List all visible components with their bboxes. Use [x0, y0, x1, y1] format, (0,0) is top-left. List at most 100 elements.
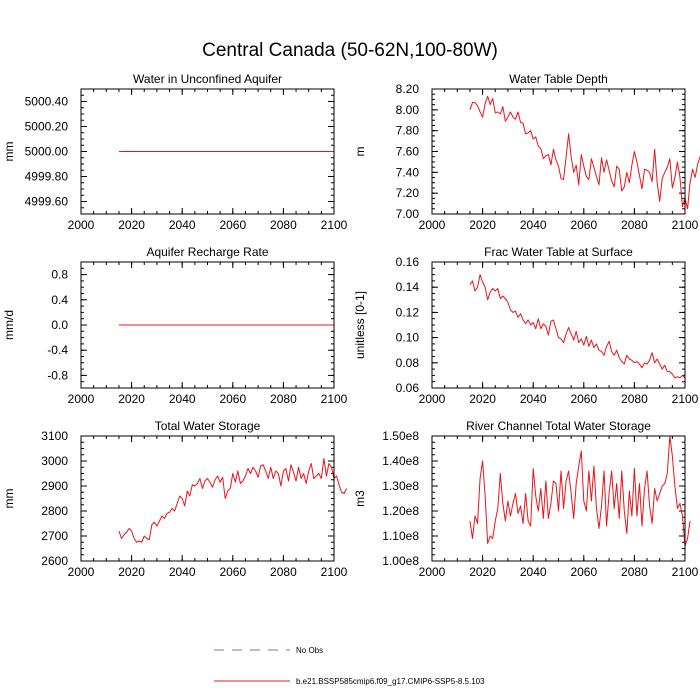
x-tick-label: 2040: [520, 565, 547, 579]
figure-title: Central Canada (50-62N,100-80W): [202, 40, 498, 61]
x-tick-label: 2060: [219, 565, 246, 579]
x-tick-label: 2020: [469, 565, 496, 579]
x-tick-label: 2040: [520, 218, 547, 232]
series-line: [469, 274, 686, 379]
x-tick-label: 2040: [520, 392, 547, 406]
x-tick-label: 2020: [118, 218, 145, 232]
y-tick-label: -0.4: [47, 343, 68, 357]
x-tick-label: 2080: [621, 218, 648, 232]
x-tick-label: 2020: [469, 392, 496, 406]
panel-3: Aquifer Recharge Rate mm/d 2000 2020 2040 206…: [2, 245, 348, 406]
x-tick-label: 2080: [270, 218, 297, 232]
y-axis-label: m: [353, 147, 367, 157]
y-tick-label: 0.16: [396, 255, 420, 269]
y-tick-label: 0.4: [51, 293, 68, 307]
panel-5: Total Water Storage mm 2000 2020 2040 2060 208…: [2, 419, 348, 579]
x-tick-label: 2000: [419, 392, 446, 406]
x-tick-label: 2100: [321, 565, 348, 579]
y-tick-label: 3000: [41, 454, 68, 468]
y-tick-label: 8.20: [396, 82, 420, 96]
x-tick-label: 2060: [219, 392, 246, 406]
plot-frame: [431, 435, 686, 562]
plot-frame: [431, 88, 686, 215]
plot-frame: [80, 261, 335, 389]
panel-title: Water Table Depth: [509, 72, 608, 86]
y-tick-label: 7.60: [396, 145, 420, 159]
panel-2: Water Table Depth m 2000 2020 2040 2060 2080 21…: [353, 72, 700, 232]
panel-6: River Channel Total Water Storage m3 2000 2…: [353, 419, 699, 579]
x-tick-label: 2040: [169, 565, 196, 579]
y-tick-label: 8.00: [396, 103, 420, 117]
y-axis-label: unitless [0-1]: [353, 291, 367, 359]
y-tick-label: 0.8: [51, 268, 68, 282]
panel-title: Frac Water Table at Surface: [484, 245, 633, 259]
y-tick-label: 7.40: [396, 165, 420, 179]
x-tick-label: 2060: [570, 565, 597, 579]
panel-title: Aquifer Recharge Rate: [146, 245, 268, 259]
y-tick-label: 1.40e8: [382, 454, 419, 468]
x-tick-label: 2000: [419, 565, 446, 579]
y-tick-label: 7.00: [396, 207, 420, 221]
y-tick-label: 4999.80: [25, 170, 69, 184]
y-tick-label: 7.20: [396, 186, 420, 200]
legend-case-label: b.e21.BSSP585cmip6.f09_g17.CMIP6-SSP5-8.…: [296, 677, 485, 686]
y-axis-label: m3: [353, 490, 367, 507]
y-tick-label: 5000.00: [25, 145, 69, 159]
y-tick-label: 1.30e8: [382, 479, 419, 493]
y-axis-label: mm: [2, 142, 16, 162]
panel-title: Total Water Storage: [155, 419, 261, 433]
series-line: [118, 458, 348, 543]
x-tick-label: 2000: [68, 392, 95, 406]
plot-frame: [80, 435, 335, 562]
panels: Water in Unconfined Aquifer mm 2000 2020 204…: [2, 72, 700, 579]
x-tick-label: 2000: [68, 218, 95, 232]
y-axis-label: mm: [2, 489, 16, 509]
y-tick-label: 1.10e8: [382, 529, 419, 543]
panel-title: Water in Unconfined Aquifer: [133, 72, 282, 86]
y-tick-label: 1.50e8: [382, 429, 419, 443]
y-tick-label: 0.06: [396, 381, 420, 395]
y-tick-label: 2900: [41, 479, 68, 493]
y-tick-label: 1.00e8: [382, 554, 419, 568]
y-tick-label: 0.10: [396, 331, 420, 345]
panel-title: River Channel Total Water Storage: [466, 419, 651, 433]
x-tick-label: 2060: [570, 218, 597, 232]
y-tick-label: 5000.20: [25, 120, 69, 134]
x-tick-label: 2020: [469, 218, 496, 232]
y-tick-label: 5000.40: [25, 95, 69, 109]
legend-noobs-label: No Obs: [296, 646, 323, 655]
x-tick-label: 2100: [672, 392, 699, 406]
y-tick-label: 7.80: [396, 124, 420, 138]
x-tick-label: 2100: [672, 218, 699, 232]
y-tick-label: 1.20e8: [382, 504, 419, 518]
panel-4: Frac Water Table at Surface unitless [0-1…: [353, 245, 699, 406]
x-tick-label: 2060: [219, 218, 246, 232]
plot-frame: [80, 88, 335, 215]
y-tick-label: 0.08: [396, 356, 420, 370]
y-tick-label: 4999.60: [25, 195, 69, 209]
x-tick-label: 2000: [68, 565, 95, 579]
x-tick-label: 2020: [118, 392, 145, 406]
x-tick-label: 2100: [672, 565, 699, 579]
y-tick-label: 0.0: [51, 318, 68, 332]
x-tick-label: 2020: [118, 565, 145, 579]
y-tick-label: 3100: [41, 429, 68, 443]
x-tick-label: 2000: [419, 218, 446, 232]
x-tick-label: 2080: [270, 392, 297, 406]
y-tick-label: -0.8: [47, 368, 68, 382]
x-tick-label: 2100: [321, 392, 348, 406]
y-axis-label: mm/d: [2, 310, 16, 340]
y-tick-label: 2800: [41, 504, 68, 518]
y-tick-label: 0.12: [396, 305, 420, 319]
series-line: [469, 95, 700, 210]
y-tick-label: 0.14: [396, 280, 420, 294]
x-tick-label: 2080: [270, 565, 297, 579]
legend: No Obs b.e21.BSSP585cmip6.f09_g17.CMIP6-…: [214, 646, 485, 686]
x-tick-label: 2080: [621, 565, 648, 579]
x-tick-label: 2080: [621, 392, 648, 406]
panel-1: Water in Unconfined Aquifer mm 2000 2020 204…: [2, 72, 348, 232]
y-tick-label: 2700: [41, 529, 68, 543]
x-tick-label: 2060: [570, 392, 597, 406]
x-tick-label: 2040: [169, 218, 196, 232]
